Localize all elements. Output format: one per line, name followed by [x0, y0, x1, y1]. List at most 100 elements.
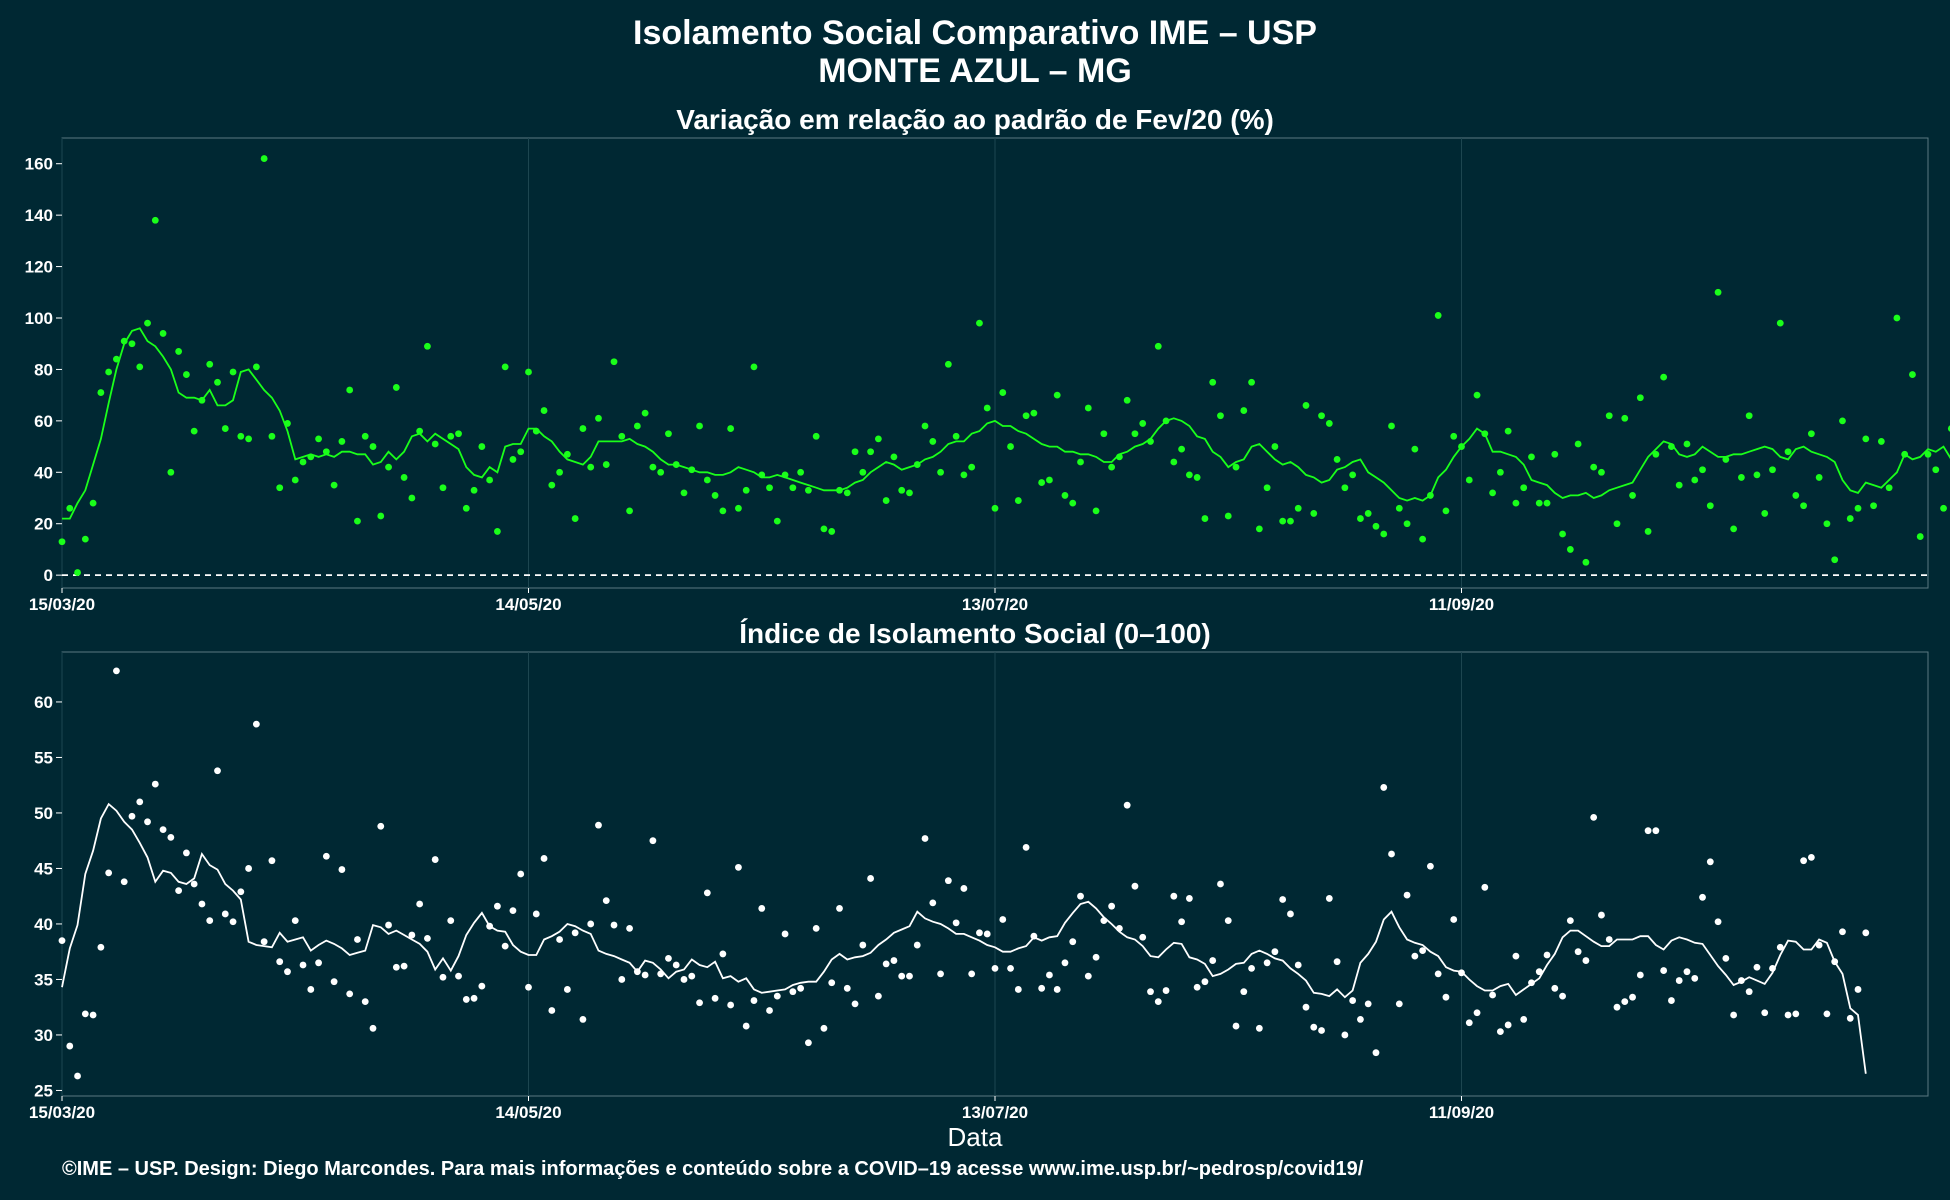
panel-index-point — [1543, 951, 1551, 959]
panel-variation-rolling-mean-line — [62, 327, 1950, 520]
panel-index-point — [447, 917, 455, 925]
panel-index-point — [1815, 941, 1823, 949]
panel-index-point — [680, 976, 688, 983]
panel-variation-point — [1839, 417, 1846, 425]
panel-variation-point — [470, 486, 478, 494]
panel-index-point — [1131, 882, 1139, 890]
panel-variation-point — [641, 409, 649, 417]
panel-index-point — [952, 919, 960, 927]
panel-variation-point — [1084, 404, 1092, 412]
panel-index-point — [1442, 993, 1450, 1001]
panel-variation-point — [1434, 312, 1442, 319]
panel-index-point — [672, 961, 680, 969]
panel-index-point — [1287, 910, 1294, 918]
panel-variation-point — [952, 432, 960, 440]
panel-index-point — [571, 929, 579, 937]
panel-index-point — [252, 720, 260, 728]
panel-variation-point — [1660, 373, 1668, 381]
panel-variation-point — [462, 504, 470, 512]
panel-variation-point — [1123, 396, 1131, 404]
panel-variation-point — [960, 471, 968, 479]
panel-index-point — [416, 900, 424, 908]
panel-index-point — [1069, 938, 1077, 946]
panel-index-point — [960, 885, 968, 892]
panel-variation-ytick-label-6: 120 — [25, 258, 53, 277]
panel-index-point — [1185, 895, 1193, 902]
panel-variation-point — [1932, 466, 1940, 474]
panel-variation-point — [206, 360, 214, 368]
panel-variation-point — [1333, 456, 1341, 463]
panel-index-point — [898, 972, 906, 980]
panel-index-point — [812, 924, 820, 932]
panel-variation-point — [610, 358, 618, 366]
panel-variation-point — [571, 515, 579, 522]
panel-variation-point — [1364, 510, 1372, 517]
panel-index-point — [867, 875, 874, 882]
panel-variation-point — [167, 468, 175, 476]
panel-variation-point — [1520, 484, 1528, 492]
panel-variation-point — [867, 448, 874, 456]
panel-index-point — [113, 667, 120, 675]
panel-variation-point — [1800, 502, 1807, 510]
panel-variation-point — [703, 476, 711, 484]
panel-variation-point — [447, 432, 455, 440]
panel-variation-point — [898, 486, 906, 494]
panel-index-point — [214, 767, 221, 775]
panel-variation-point — [517, 448, 525, 456]
panel-variation-point — [1691, 476, 1699, 484]
panel-index-point — [1154, 998, 1162, 1006]
panel-variation-point — [1761, 510, 1769, 517]
panel-variation-point — [1784, 448, 1792, 456]
panel-variation-point — [587, 463, 595, 471]
panel-variation-point — [260, 155, 268, 162]
panel-variation-point — [66, 504, 74, 512]
panel-index-point — [245, 865, 253, 872]
panel-variation-point — [1209, 378, 1217, 386]
panel-index-point — [1271, 948, 1279, 956]
panel-variation-point — [1753, 471, 1761, 479]
panel-variation-point — [1489, 489, 1496, 497]
panel-variation-point — [1341, 484, 1349, 492]
panel-index-point — [1629, 993, 1636, 1001]
panel-index-point — [377, 822, 385, 830]
panel-index-point — [221, 910, 229, 918]
panel-variation-point — [1108, 463, 1116, 471]
panel-index-ytick-label-5: 50 — [34, 804, 53, 823]
panel-variation-point — [1263, 484, 1271, 492]
panel-variation-point — [735, 504, 742, 512]
panel-index-point — [836, 905, 843, 912]
panel-variation-point — [665, 430, 672, 438]
panel-variation-point — [1706, 502, 1714, 510]
panel-index-point — [1590, 813, 1598, 821]
panel-index-point — [1147, 988, 1154, 996]
panel-index-point — [983, 930, 991, 938]
panel-index-point — [462, 996, 470, 1003]
panel-variation-point — [369, 443, 377, 450]
panel-variation-point — [276, 484, 284, 492]
panel-variation-xtick-label-1: 14/05/20 — [495, 595, 561, 614]
panel-index-point — [906, 972, 913, 980]
panel-index-point — [1574, 948, 1582, 956]
panel-index-point — [167, 833, 175, 841]
footer-caption: ©IME – USP. Design: Diego Marcondes. Par… — [62, 1158, 1364, 1180]
panel-variation-point — [74, 569, 81, 576]
panel-index-point — [1668, 997, 1675, 1004]
panel-variation-point — [144, 319, 151, 327]
panel-variation-point — [1380, 530, 1388, 538]
panel-index-point — [307, 986, 315, 993]
panel-variation-point — [377, 512, 385, 520]
panel-variation-point — [750, 363, 758, 371]
panel-variation-xtick-label-0: 15/03/20 — [29, 595, 95, 614]
panel-index-point — [1232, 1022, 1240, 1030]
panel-index-point — [144, 818, 151, 826]
panel-index-point — [773, 992, 781, 1000]
panel-variation-point — [346, 386, 354, 394]
panel-variation-point — [859, 468, 867, 476]
panel-variation-point — [1893, 314, 1901, 322]
panel-index-point — [1683, 968, 1691, 976]
panel-index-point — [151, 780, 159, 788]
panel-variation-point — [1357, 515, 1364, 522]
panel-index-point — [1411, 952, 1419, 960]
panel-variation-point — [1652, 450, 1660, 458]
